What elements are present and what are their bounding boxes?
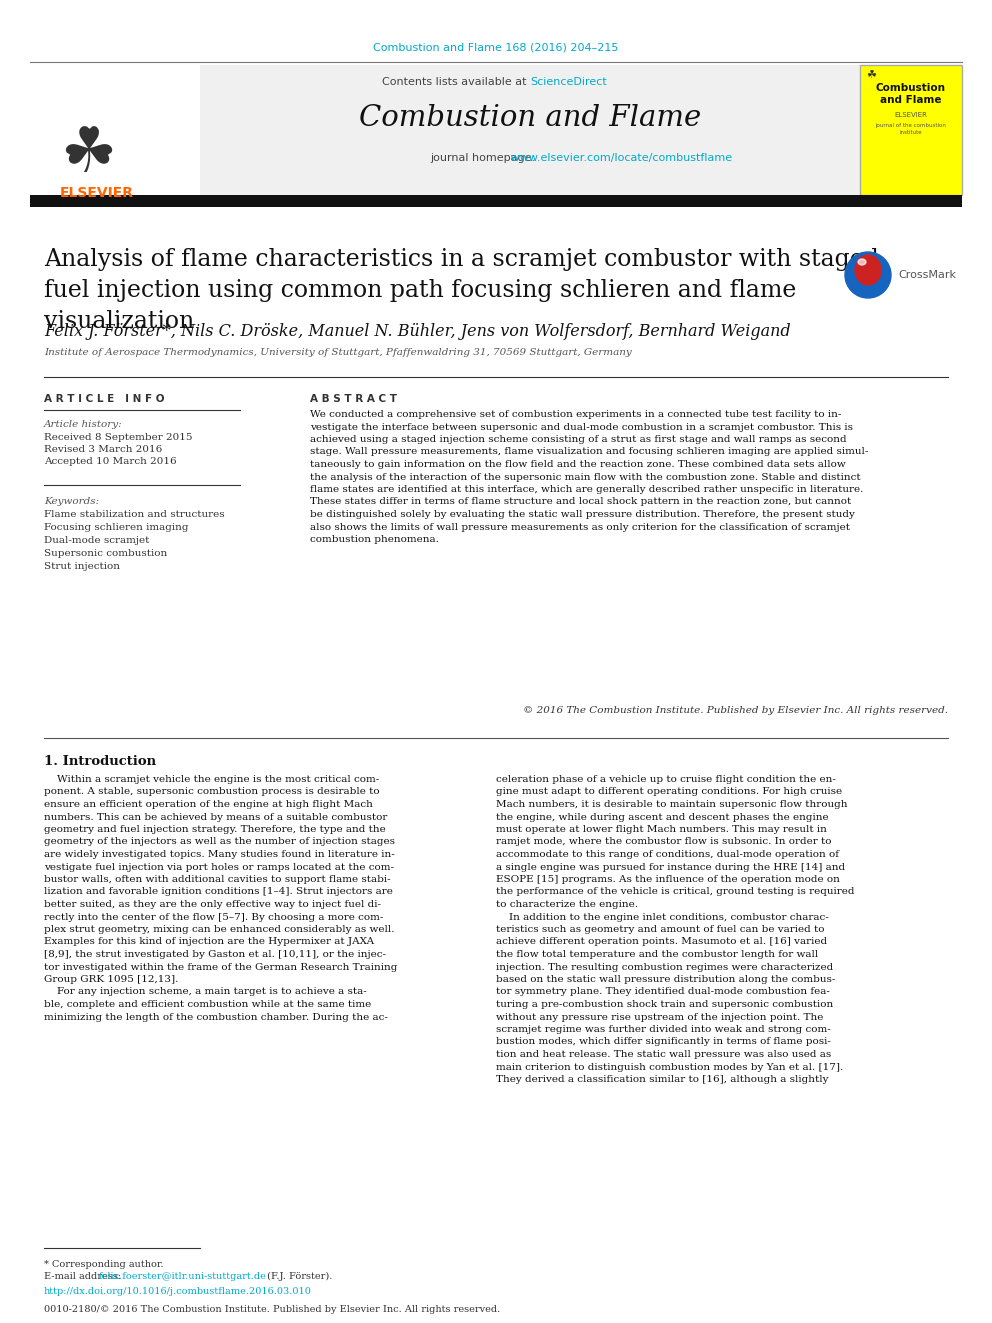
Text: http://dx.doi.org/10.1016/j.combustflame.2016.03.010: http://dx.doi.org/10.1016/j.combustflame…	[44, 1287, 311, 1297]
Text: Focusing schlieren imaging: Focusing schlieren imaging	[44, 523, 188, 532]
Text: Contents lists available at: Contents lists available at	[382, 77, 530, 87]
Text: Institute of Aerospace Thermodynamics, University of Stuttgart, Pfaffenwaldring : Institute of Aerospace Thermodynamics, U…	[44, 348, 632, 357]
Text: E-mail address:: E-mail address:	[44, 1271, 124, 1281]
Text: Accepted 10 March 2016: Accepted 10 March 2016	[44, 456, 177, 466]
Text: A B S T R A C T: A B S T R A C T	[310, 394, 397, 404]
Text: CrossMark: CrossMark	[898, 270, 956, 280]
Text: felix.foerster@itlr.uni-stuttgart.de: felix.foerster@itlr.uni-stuttgart.de	[99, 1271, 267, 1281]
Text: celeration phase of a vehicle up to cruise flight condition the en-
gine must ad: celeration phase of a vehicle up to crui…	[496, 775, 854, 1084]
Text: Combustion and Flame: Combustion and Flame	[359, 105, 701, 132]
Text: journal homepage:: journal homepage:	[430, 153, 539, 163]
Text: www.elsevier.com/locate/combustflame: www.elsevier.com/locate/combustflame	[430, 153, 732, 163]
Text: ☘: ☘	[866, 70, 876, 79]
Text: © 2016 The Combustion Institute. Published by Elsevier Inc. All rights reserved.: © 2016 The Combustion Institute. Publish…	[523, 706, 948, 714]
Text: Supersonic combustion: Supersonic combustion	[44, 549, 168, 558]
Text: Article history:: Article history:	[44, 419, 123, 429]
Text: * Corresponding author.: * Corresponding author.	[44, 1259, 164, 1269]
Text: institute: institute	[900, 130, 923, 135]
Text: Within a scramjet vehicle the engine is the most critical com-
ponent. A stable,: Within a scramjet vehicle the engine is …	[44, 775, 398, 1021]
Text: ELSEVIER: ELSEVIER	[895, 112, 928, 118]
FancyBboxPatch shape	[860, 65, 962, 194]
Text: journal of the combustion: journal of the combustion	[876, 123, 946, 127]
Ellipse shape	[855, 255, 881, 284]
Text: A R T I C L E   I N F O: A R T I C L E I N F O	[44, 394, 165, 404]
Text: 0010-2180/© 2016 The Combustion Institute. Published by Elsevier Inc. All rights: 0010-2180/© 2016 The Combustion Institut…	[44, 1304, 500, 1314]
Text: ScienceDirect: ScienceDirect	[530, 77, 607, 87]
Ellipse shape	[858, 259, 866, 265]
Text: Felix J. Förster*, Nils C. Dröske, Manuel N. Bühler, Jens von Wolfersdorf, Bernh: Felix J. Förster*, Nils C. Dröske, Manue…	[44, 323, 791, 340]
FancyBboxPatch shape	[30, 194, 962, 206]
Text: Received 8 September 2015: Received 8 September 2015	[44, 433, 192, 442]
Text: Keywords:: Keywords:	[44, 497, 99, 505]
Text: (F.J. Förster).: (F.J. Förster).	[264, 1271, 332, 1281]
FancyBboxPatch shape	[200, 65, 860, 194]
Text: and Flame: and Flame	[880, 95, 941, 105]
FancyBboxPatch shape	[30, 65, 200, 194]
Text: Revised 3 March 2016: Revised 3 March 2016	[44, 445, 163, 454]
Text: Strut injection: Strut injection	[44, 562, 120, 572]
Text: ☘: ☘	[60, 124, 116, 185]
Text: Combustion and Flame 168 (2016) 204–215: Combustion and Flame 168 (2016) 204–215	[373, 44, 619, 53]
Text: Combustion: Combustion	[876, 83, 946, 93]
Text: Flame stabilization and structures: Flame stabilization and structures	[44, 509, 224, 519]
Circle shape	[845, 251, 891, 298]
Text: ELSEVIER: ELSEVIER	[60, 187, 134, 200]
Text: We conducted a comprehensive set of combustion experiments in a connected tube t: We conducted a comprehensive set of comb…	[310, 410, 868, 544]
Text: Dual-mode scramjet: Dual-mode scramjet	[44, 536, 150, 545]
Text: Analysis of flame characteristics in a scramjet combustor with staged
fuel injec: Analysis of flame characteristics in a s…	[44, 247, 879, 333]
Text: 1. Introduction: 1. Introduction	[44, 755, 156, 767]
